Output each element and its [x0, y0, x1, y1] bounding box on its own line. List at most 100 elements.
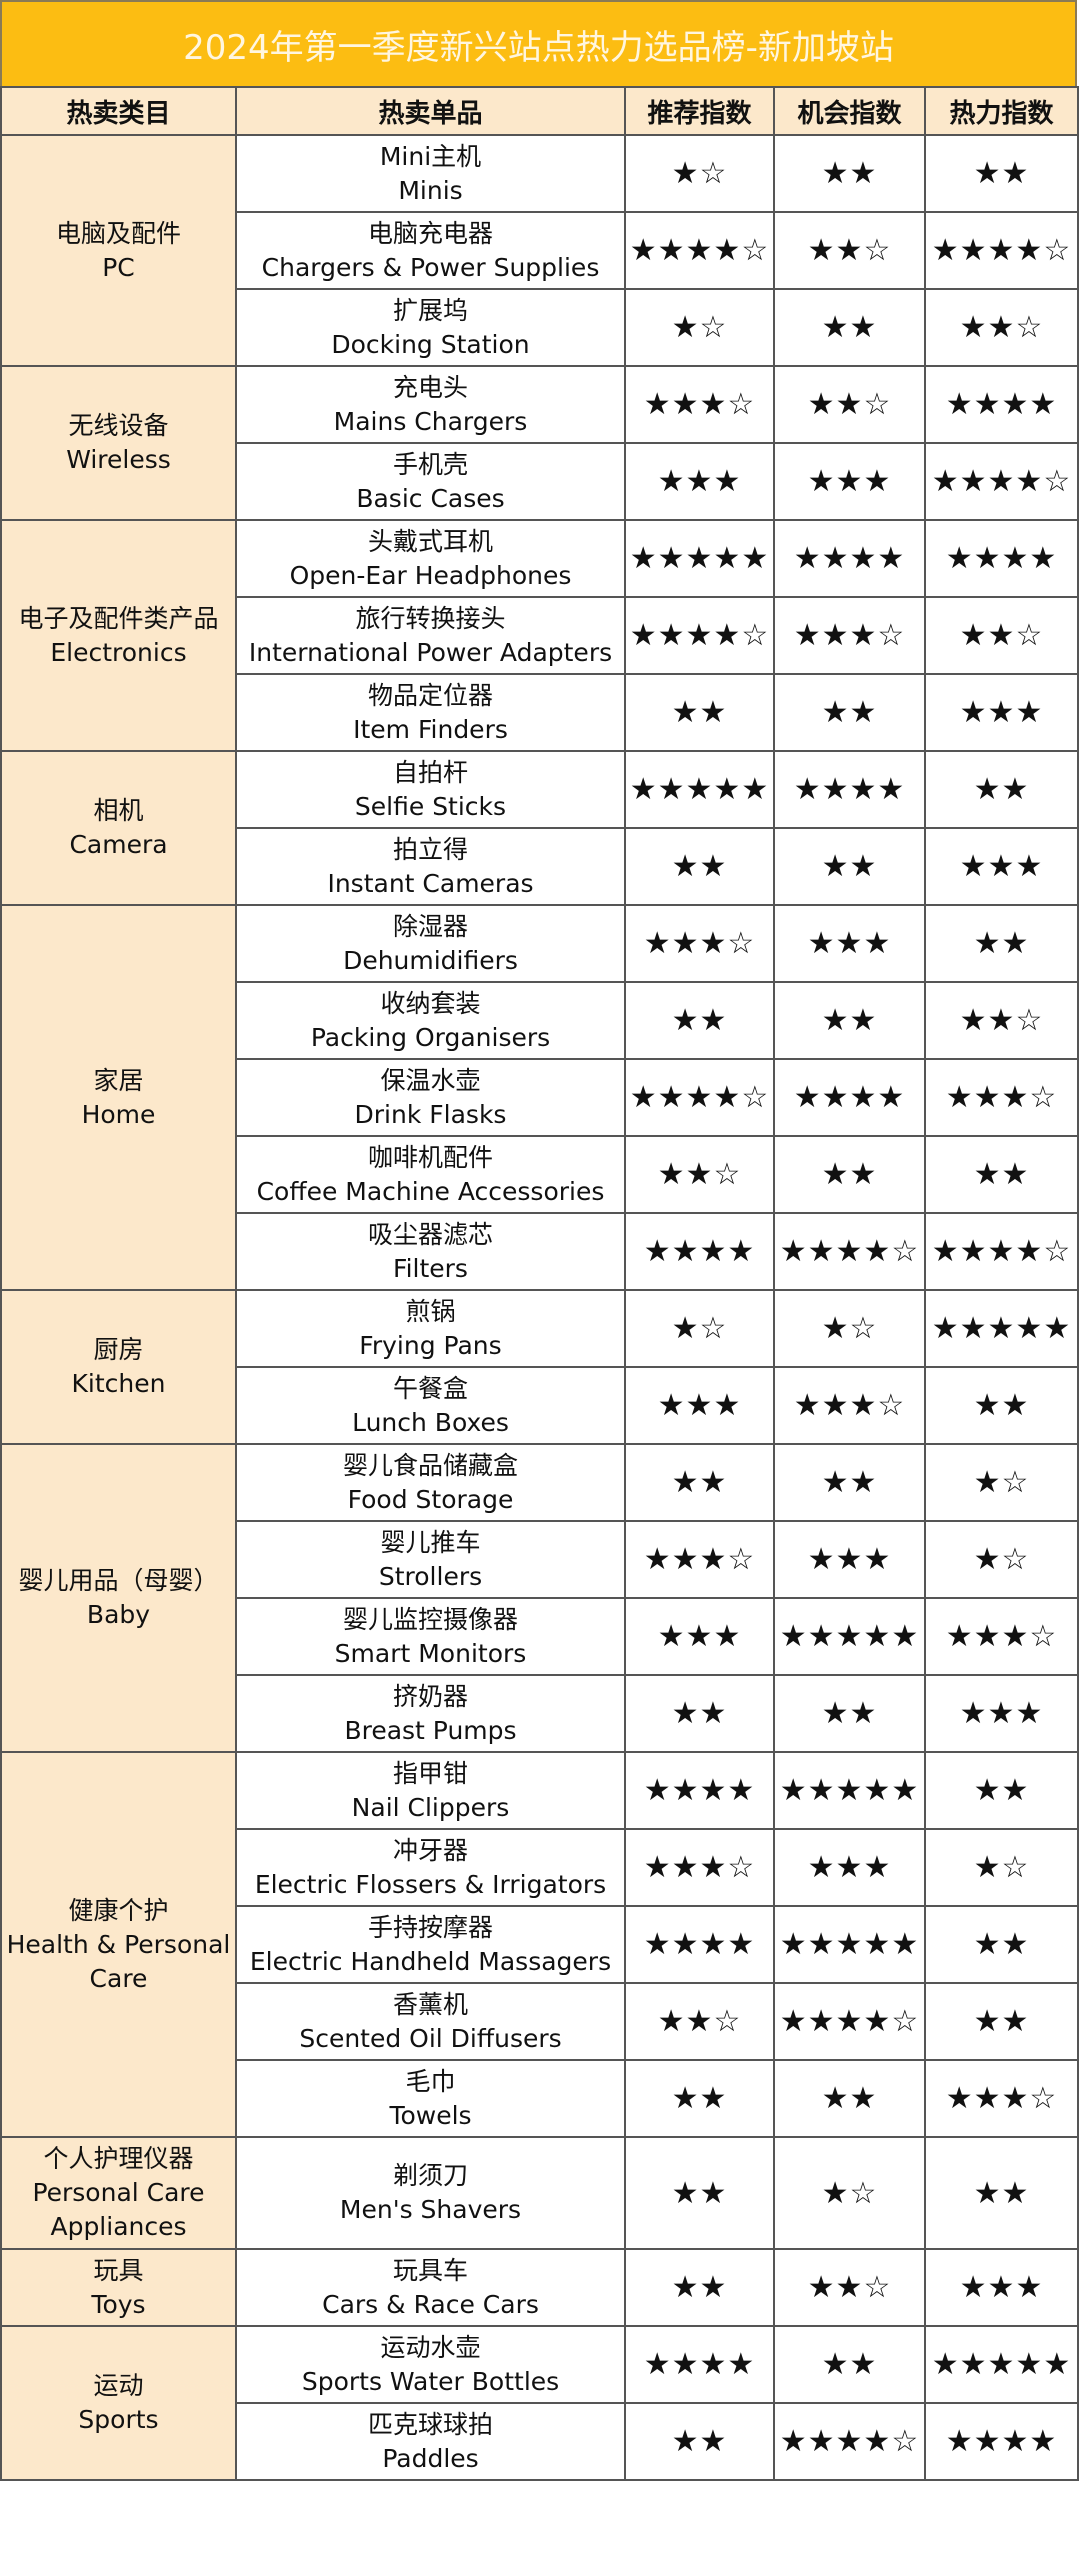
item-name-zh: 咖啡机配件 [367, 1142, 493, 1172]
item-cell: 运动水壶 Sports Water Bottles [235, 2325, 626, 2404]
item-cell: 婴儿食品储藏盒 Food Storage [235, 1443, 626, 1522]
category-name-en: Home [81, 1099, 156, 1129]
heat-index-stars: ★★ [924, 1751, 1079, 1830]
opportunity-index-stars: ★★★ [773, 1520, 926, 1599]
recommend-index-stars: ★★ [624, 673, 775, 752]
item-name-en: Open-Ear Headphones [289, 560, 572, 590]
item-name-en: Smart Monitors [334, 1638, 527, 1668]
item-name-zh: 匹克球球拍 [367, 2409, 493, 2439]
opportunity-index-stars: ★★★★★ [773, 1905, 926, 1984]
category-name-en: Health & Personal Care [6, 1929, 231, 1993]
category-cell: 玩具 Toys [0, 2248, 237, 2327]
item-cell: 扩展坞 Docking Station [235, 288, 626, 367]
recommend-index-stars: ★★ [624, 2136, 775, 2250]
item-name-en: Instant Cameras [327, 868, 534, 898]
item-name-zh: 指甲钳 [392, 1758, 468, 1788]
heat-index-stars: ★★★★☆ [924, 442, 1079, 521]
category-name-zh: 个人护理仪器 [43, 2144, 194, 2173]
table-row: 物品定位器 Item Finders ★★ ★★ ★★★ [1, 673, 1079, 752]
header-opportunity-index: 机会指数 [773, 86, 926, 136]
table-row: 午餐盒 Lunch Boxes ★★★ ★★★☆ ★★ [1, 1366, 1079, 1445]
category-name-zh: 无线设备 [68, 411, 169, 440]
item-name-en: Frying Pans [359, 1330, 502, 1360]
item-name-en: Packing Organisers [310, 1022, 551, 1052]
item-cell: 指甲钳 Nail Clippers [235, 1751, 626, 1830]
heat-index-stars: ★☆ [924, 1443, 1079, 1522]
item-name-en: Chargers & Power Supplies [261, 252, 600, 282]
table-row: 收纳套装 Packing Organisers ★★ ★★ ★★☆ [1, 981, 1079, 1060]
recommend-index-stars: ★★★★☆ [624, 596, 775, 675]
opportunity-index-stars: ★★★ [773, 1828, 926, 1907]
header-row: 热卖类目 热卖单品 推荐指数 机会指数 热力指数 [0, 86, 1079, 136]
recommend-index-stars: ★★★☆ [624, 365, 775, 444]
item-name-zh: 物品定位器 [367, 680, 493, 710]
category-name-zh: 相机 [93, 796, 144, 825]
header-category: 热卖类目 [0, 86, 237, 136]
item-name-zh: 煎锅 [405, 1296, 456, 1326]
item-name-zh: 除湿器 [392, 911, 468, 941]
opportunity-index-stars: ★★☆ [773, 365, 926, 444]
heat-index-stars: ★★★ [924, 2248, 1079, 2327]
heat-index-stars: ★★★ [924, 673, 1079, 752]
heat-index-stars: ★★ [924, 1135, 1079, 1214]
category-cell: 个人护理仪器 Personal Care Appliances [0, 2136, 237, 2250]
heat-index-stars: ★★★★ [924, 519, 1079, 598]
table-row: 个人护理仪器 Personal Care Appliances 剃须刀 Men's S… [0, 2136, 1079, 2250]
recommend-index-stars: ★★ [624, 2402, 775, 2481]
category-cell: 厨房 Kitchen [0, 1289, 237, 1445]
category-name-en: PC [102, 252, 135, 282]
item-name-en: Towels [389, 2100, 472, 2130]
item-name-en: Electric Handheld Massagers [249, 1946, 612, 1976]
item-cell: 香薰机 Scented Oil Diffusers [235, 1982, 626, 2061]
item-name-zh: 玩具车 [392, 2255, 468, 2285]
item-name-en: Docking Station [331, 329, 530, 359]
opportunity-index-stars: ★★ [773, 1135, 926, 1214]
item-name-en: Basic Cases [356, 483, 505, 513]
table-row: 毛巾 Towels ★★ ★★ ★★★☆ [1, 2059, 1079, 2138]
recommend-index-stars: ★☆ [624, 288, 775, 367]
recommend-index-stars: ★☆ [624, 134, 775, 213]
category-name-zh: 玩具 [93, 2255, 144, 2285]
table-row: 电脑充电器 Chargers & Power Supplies ★★★★☆ ★★☆ ★★… [1, 211, 1079, 290]
item-name-zh: 婴儿推车 [380, 1527, 481, 1557]
item-name-en: Men's Shavers [339, 2195, 522, 2224]
recommend-index-stars: ★★★★ [624, 1212, 775, 1291]
item-name-zh: 自拍杆 [392, 757, 468, 787]
table-row: 手持按摩器 Electric Handheld Massagers ★★★★ ★★★★… [1, 1905, 1079, 1984]
heat-index-stars: ★☆ [924, 1828, 1079, 1907]
item-cell: 头戴式耳机 Open-Ear Headphones [235, 519, 626, 598]
table-row: 匹克球球拍 Paddles ★★ ★★★★☆ ★★★★ [1, 2402, 1079, 2481]
item-name-zh: 吸尘器滤芯 [367, 1219, 493, 1249]
item-name-zh: 收纳套装 [380, 988, 481, 1018]
recommend-index-stars: ★★ [624, 827, 775, 906]
item-cell: 玩具车 Cars & Race Cars [235, 2248, 626, 2327]
heat-index-stars: ★★★ [924, 1674, 1079, 1753]
item-name-zh: 拍立得 [392, 834, 468, 864]
table-row: 挤奶器 Breast Pumps ★★ ★★ ★★★ [1, 1674, 1079, 1753]
heat-index-stars: ★★★☆ [924, 1058, 1079, 1137]
item-name-zh: 运动水壶 [380, 2332, 481, 2362]
table-row: 冲牙器 Electric Flossers & Irrigators ★★★☆ ★★★… [1, 1828, 1079, 1907]
item-cell: 手持按摩器 Electric Handheld Massagers [235, 1905, 626, 1984]
item-name-zh: 扩展坞 [392, 295, 468, 325]
heat-index-stars: ★★☆ [924, 288, 1079, 367]
opportunity-index-stars: ★★ [773, 981, 926, 1060]
category-cell: 运动 Sports [0, 2325, 237, 2481]
category-name-en: Kitchen [71, 1369, 166, 1398]
heat-index-stars: ★★★★★ [924, 2325, 1079, 2404]
opportunity-index-stars: ★★★★★ [773, 1597, 926, 1676]
category-cell: 家居 Home [0, 904, 237, 1291]
item-cell: 婴儿推车 Strollers [235, 1520, 626, 1599]
opportunity-index-stars: ★☆ [773, 1289, 926, 1368]
heat-index-stars: ★★ [924, 1905, 1079, 1984]
recommend-index-stars: ★★ [624, 1443, 775, 1522]
category-cell: 电子及配件类产品 Electronics [0, 519, 237, 752]
item-name-en: Electric Flossers & Irrigators [254, 1869, 607, 1899]
item-name-en: Scented Oil Diffusers [299, 2023, 562, 2053]
table-row: 无线设备 Wireless 充电头 Mains Chargers ★★★☆ ★★☆ ★★★★ [0, 365, 1079, 521]
table-row: 吸尘器滤芯 Filters ★★★★ ★★★★☆ ★★★★☆ [1, 1212, 1079, 1291]
recommend-index-stars: ★★ [624, 981, 775, 1060]
recommend-index-stars: ★★★★☆ [624, 1058, 775, 1137]
item-cell: 电脑充电器 Chargers & Power Supplies [235, 211, 626, 290]
item-cell: 手机壳 Basic Cases [235, 442, 626, 521]
